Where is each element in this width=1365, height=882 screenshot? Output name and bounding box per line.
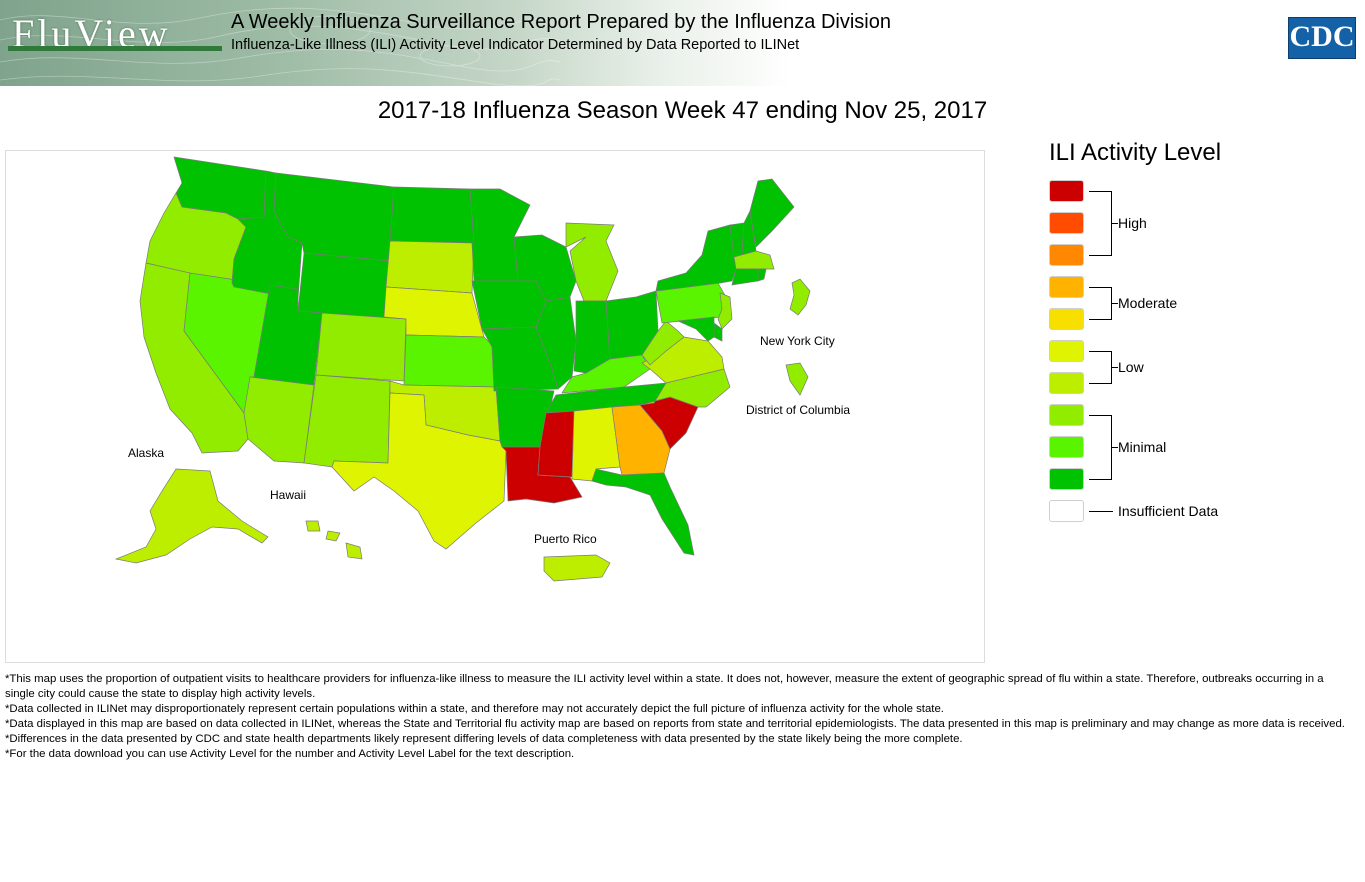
us-ili-map: Alaska Hawaii Puerto Rico New York City … bbox=[114, 156, 850, 582]
header-banner: FluView A Weekly Influenza Surveillance … bbox=[0, 0, 1365, 86]
label-alaska: Alaska bbox=[128, 446, 164, 460]
label-hawaii: Hawaii bbox=[270, 488, 306, 502]
footnote: *This map uses the proportion of outpati… bbox=[5, 673, 1324, 700]
legend-swatch-level-8[interactable] bbox=[1049, 244, 1084, 266]
legend-swatch-level-6[interactable] bbox=[1049, 308, 1084, 330]
label-dc: District of Columbia bbox=[746, 403, 850, 417]
state-IL[interactable] bbox=[535, 296, 577, 390]
footnote: *Data collected in ILINet may disproport… bbox=[5, 703, 944, 715]
map-title: 2017-18 Influenza Season Week 47 ending … bbox=[377, 97, 988, 124]
legend-swatch-level-2[interactable] bbox=[1049, 436, 1084, 458]
state-IA[interactable] bbox=[471, 280, 547, 330]
state-FL[interactable] bbox=[591, 468, 695, 556]
label-nyc: New York City bbox=[760, 334, 835, 348]
legend-swatch-level-1[interactable] bbox=[1049, 468, 1084, 490]
state-ME[interactable] bbox=[749, 178, 795, 248]
state-UT[interactable] bbox=[249, 284, 323, 386]
state-RI[interactable] bbox=[757, 268, 767, 282]
legend-bracket-tick-high bbox=[1112, 223, 1118, 224]
state-AK[interactable] bbox=[114, 468, 269, 564]
legend-swatch-level-7[interactable] bbox=[1049, 276, 1084, 298]
report-subtitle: Influenza-Like Illness (ILI) Activity Le… bbox=[231, 37, 800, 53]
state-CO[interactable] bbox=[315, 312, 407, 382]
legend-swatch-level-9[interactable] bbox=[1049, 212, 1084, 234]
legend-bracket-tick-minimal bbox=[1112, 447, 1118, 448]
legend-swatch-level-4[interactable] bbox=[1049, 372, 1084, 394]
legend-label-insufficient: Insufficient Data bbox=[1118, 503, 1219, 519]
logo-underline bbox=[8, 46, 222, 51]
footnote: *For the data download you can use Activ… bbox=[5, 748, 575, 760]
state-MD[interactable] bbox=[676, 316, 715, 342]
legend-swatch-level-0[interactable] bbox=[1049, 500, 1084, 522]
topographic-pattern bbox=[0, 7, 560, 86]
state-KS[interactable] bbox=[403, 334, 497, 388]
legend-swatch-level-3[interactable] bbox=[1049, 404, 1084, 426]
map-frame: Alaska Hawaii Puerto Rico New York City … bbox=[5, 150, 985, 663]
legend-title: ILI Activity Level bbox=[1049, 139, 1222, 166]
state-WV[interactable] bbox=[641, 320, 685, 366]
state-MI[interactable] bbox=[565, 222, 619, 302]
state-TX[interactable] bbox=[331, 392, 507, 550]
state-NM[interactable] bbox=[303, 374, 391, 468]
state-ND[interactable] bbox=[389, 186, 475, 244]
state-NY[interactable] bbox=[655, 224, 737, 292]
footnotes: *This map uses the proportion of outpati… bbox=[5, 672, 1345, 762]
state-SD[interactable] bbox=[385, 240, 475, 294]
legend-label-moderate: Moderate bbox=[1118, 295, 1178, 311]
state-MA[interactable] bbox=[733, 250, 775, 270]
state-HI[interactable] bbox=[305, 520, 363, 560]
state-CT[interactable] bbox=[731, 268, 759, 286]
legend-label-high: High bbox=[1118, 215, 1147, 231]
footnote: *Differences in the data presented by CD… bbox=[5, 733, 963, 745]
legend-swatch-level-10[interactable] bbox=[1049, 180, 1084, 202]
state-AZ[interactable] bbox=[243, 376, 315, 464]
state-PR[interactable] bbox=[543, 554, 611, 582]
legend-bracket-low bbox=[1089, 351, 1112, 384]
legend-bracket-high bbox=[1089, 191, 1112, 256]
legend-swatch-level-5[interactable] bbox=[1049, 340, 1084, 362]
state-MS[interactable] bbox=[537, 410, 575, 478]
report-title: A Weekly Influenza Surveillance Report P… bbox=[231, 11, 891, 33]
legend-line-insufficient bbox=[1089, 511, 1113, 512]
state-DC[interactable] bbox=[785, 362, 809, 396]
cdc-logo[interactable]: CDC bbox=[1288, 17, 1356, 59]
legend-bracket-minimal bbox=[1089, 415, 1112, 480]
legend-bracket-tick-low bbox=[1112, 367, 1118, 368]
state-WY[interactable] bbox=[297, 252, 391, 320]
legend-bracket-moderate bbox=[1089, 287, 1112, 320]
legend-label-minimal: Minimal bbox=[1118, 439, 1167, 455]
legend-label-low: Low bbox=[1118, 359, 1144, 375]
label-puerto-rico: Puerto Rico bbox=[534, 532, 597, 546]
state-NYC[interactable] bbox=[789, 278, 811, 316]
footnote: *Data displayed in this map are based on… bbox=[5, 718, 1345, 730]
legend-bracket-tick-moderate bbox=[1112, 303, 1118, 304]
cdc-logo-text: CDC bbox=[1289, 20, 1355, 53]
